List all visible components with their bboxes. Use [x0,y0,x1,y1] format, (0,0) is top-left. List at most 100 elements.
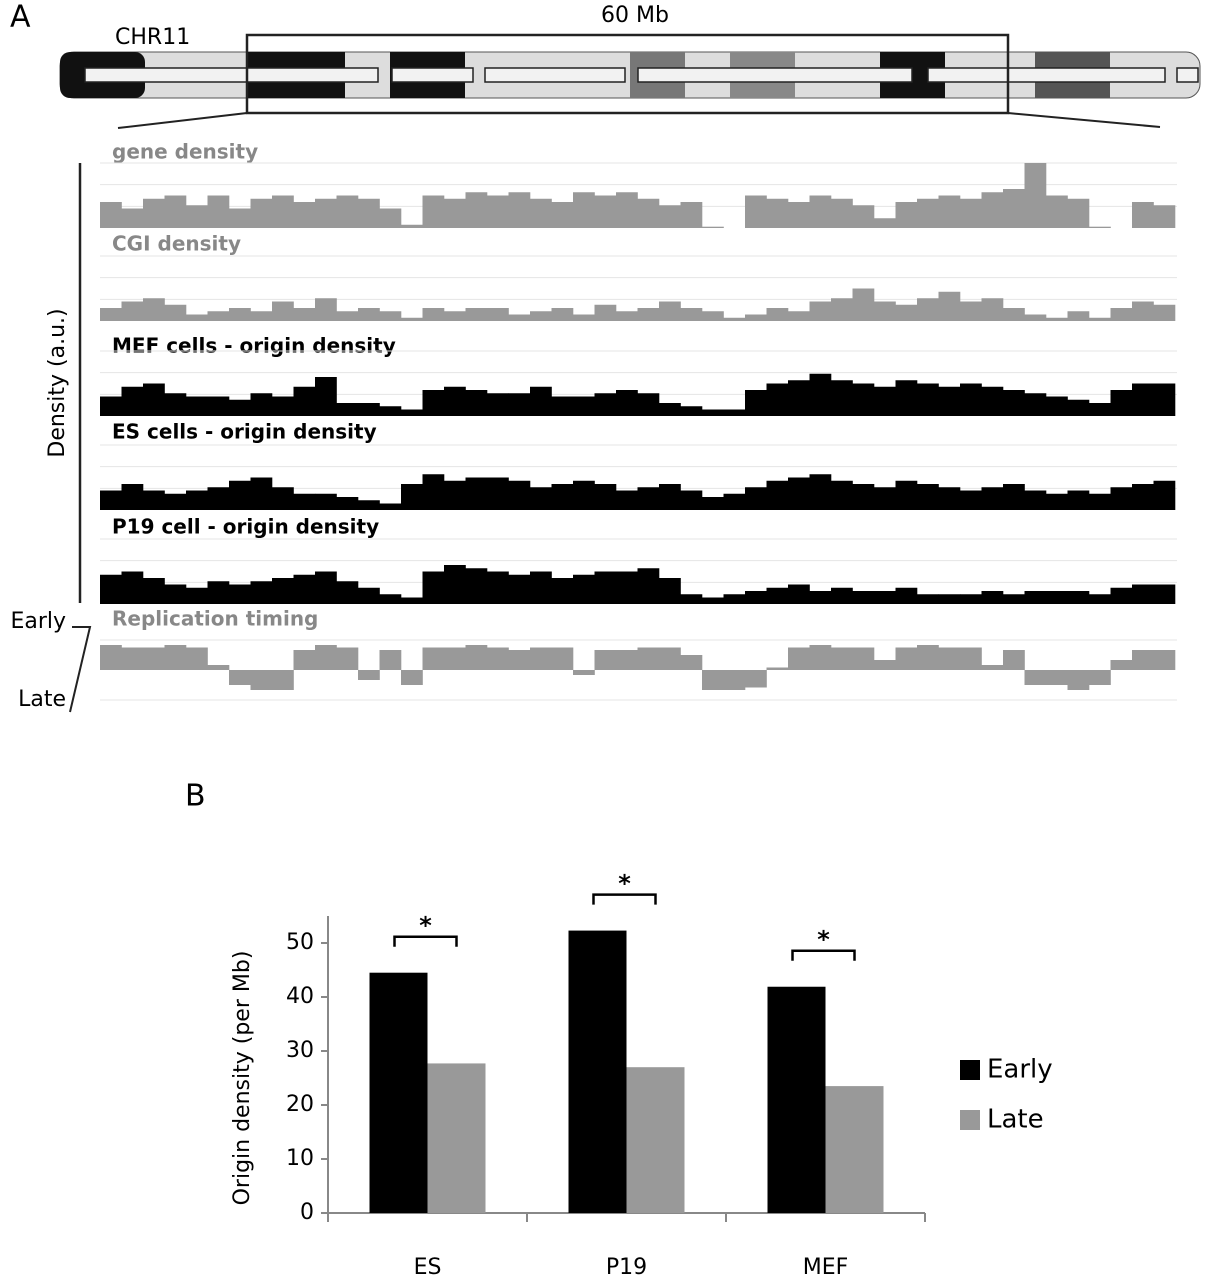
timing-bar [616,650,638,670]
density-bar [594,484,617,510]
density-bar [358,198,380,228]
density-bar [272,396,294,416]
density-bar [530,198,552,228]
density-bar [745,591,767,604]
density-bar [766,383,789,416]
track-label: MEF cells - origin density [112,334,396,358]
density-bar [250,581,273,604]
density-bar [960,490,982,510]
density-bar [637,308,660,321]
timing-bar [895,647,918,670]
density-bar [336,581,359,604]
timing-bar [186,647,208,670]
density-bar [895,304,918,321]
density-bar [809,301,832,321]
timing-bar [379,650,402,670]
density-bar [551,578,574,604]
y-axis-label: Density (a.u.) [45,308,70,457]
density-bar [358,308,380,321]
density-bar [573,574,595,604]
track-label: P19 cell - origin density [112,515,379,539]
timing-bar [809,645,832,670]
density-bar [551,308,574,321]
timing-bar [551,647,574,670]
density-bar [1089,403,1111,416]
timing-bar [874,660,896,670]
timing-bar [444,647,466,670]
density-bar [659,301,681,321]
density-bar [895,202,918,228]
density-bar [766,480,789,510]
y-axis-label: Origin density (per Mb) [230,951,255,1206]
density-bar [1153,304,1176,321]
density-bar [186,490,208,510]
timing-bar [723,670,746,690]
density-bar [164,393,187,416]
density-bar [508,192,531,228]
density-bar [573,396,595,416]
timing-bar [1024,670,1047,685]
bar [369,972,428,1213]
x-tick-label: MEF [803,1255,849,1280]
density-bar [938,487,961,510]
density-bar [702,497,724,510]
density-bar [831,298,853,321]
density-bar [444,198,466,228]
density-bar [379,311,402,321]
density-bar [336,311,359,321]
density-bar [788,477,810,510]
timing-bar [164,645,187,670]
density-bar [573,192,595,228]
density-bar [465,308,488,321]
density-bar [401,597,423,604]
density-bar [680,202,703,228]
density-bar [315,571,337,604]
timing-bar [1089,670,1111,685]
density-bar [874,218,896,228]
density-bar [143,383,165,416]
y-tick-label: 10 [286,1146,314,1171]
density-bar [207,396,230,416]
x-tick-label: P19 [606,1255,647,1280]
density-bar [422,195,445,228]
density-bar [1046,493,1068,510]
density-bar [981,487,1004,510]
legend-label: Late [987,1105,1044,1135]
density-bar [336,403,359,416]
chromosome-name: CHR11 [115,25,190,50]
density-bar [1003,484,1025,510]
timing-bar [229,670,251,685]
density-bar [745,390,767,416]
y-tick-label: 0 [300,1200,314,1225]
legend-label: Early [987,1055,1053,1085]
density-bar [960,301,982,321]
timing-bar [207,665,230,670]
density-bar [530,571,552,604]
timing-bar [981,665,1004,670]
timing-bar [465,645,488,670]
density-bar [1067,399,1090,416]
density-bar [917,484,939,510]
density-bar [444,565,466,604]
timing-bar [766,667,789,670]
timing-bar [1132,650,1154,670]
y-tick-label: 20 [286,1092,314,1117]
density-bar [1046,396,1068,416]
density-bar [723,317,746,321]
density-bar [100,490,122,510]
bar [427,1063,486,1213]
density-bar [379,406,402,416]
density-bar [1089,226,1111,228]
timing-bar [637,647,660,670]
density-bar [702,226,724,228]
density-bar [530,311,552,321]
density-bar [186,587,208,604]
density-bar [508,393,531,416]
density-bar [831,480,853,510]
density-bar [573,314,595,321]
density-bar [895,587,918,604]
density-bar [917,198,939,228]
density-bar [1067,490,1090,510]
y-tick-label: 40 [286,984,314,1009]
density-bar [487,393,509,416]
